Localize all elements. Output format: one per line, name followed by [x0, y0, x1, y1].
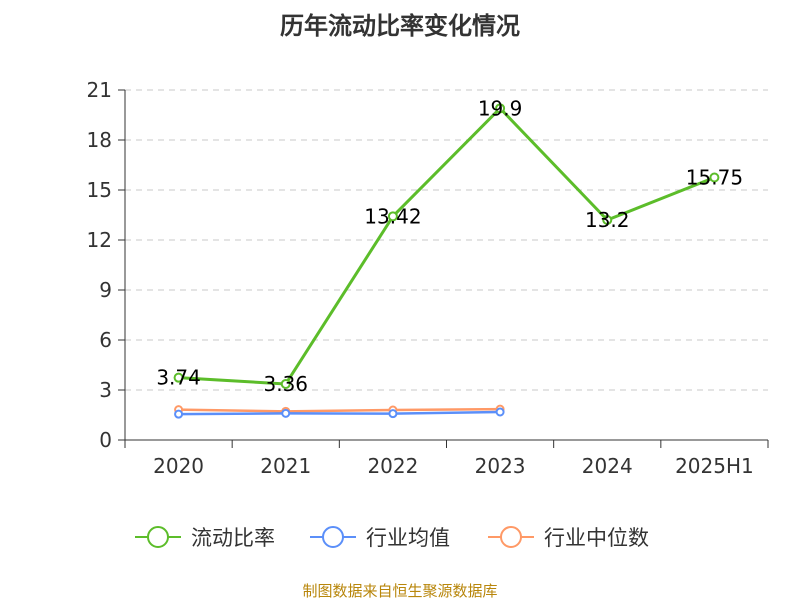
series-1-point	[388, 409, 398, 419]
series-0-point	[709, 172, 720, 183]
data-label: 13.42	[364, 204, 421, 228]
legend-label: 行业中位数	[544, 526, 649, 550]
y-tick-label: 6	[99, 328, 112, 352]
legend-label: 流动比率	[191, 526, 275, 550]
y-tick-label: 12	[87, 228, 112, 252]
y-tick-label: 15	[87, 178, 112, 202]
x-tick-label: 2022	[367, 454, 418, 478]
y-axis: 0 3 6 9 12 15 18 21	[87, 78, 126, 452]
y-tick-label: 18	[87, 128, 112, 152]
legend-item[interactable]: 行业均值	[310, 526, 450, 550]
chart-title: 历年流动比率变化情况	[280, 12, 520, 40]
y-tick-label: 21	[87, 78, 112, 102]
series-1-point	[281, 408, 291, 418]
series-0-line	[178, 106, 715, 386]
x-tick-label: 2021	[260, 454, 311, 478]
series-1-line	[178, 410, 501, 416]
data-label: 19.9	[478, 96, 523, 120]
series-2-line	[178, 407, 501, 413]
x-tick-label: 2023	[475, 454, 526, 478]
source-note: 制图数据来自恒生聚源数据库	[302, 582, 497, 600]
legend-label: 行业均值	[366, 526, 450, 550]
series-0-point	[495, 103, 506, 114]
series-1-point	[495, 407, 505, 417]
series-0-point	[602, 215, 613, 225]
data-label: 3.74	[156, 366, 201, 390]
x-axis: 2020 2021 2022 2023 2024 2025H1	[124, 439, 769, 478]
series-0-point	[280, 379, 291, 389]
x-tick-label: 2024	[582, 454, 633, 478]
legend: 流动比率 行业均值 行业中位数	[135, 526, 649, 550]
data-label: 3.36	[263, 372, 308, 396]
legend-item[interactable]: 流动比率	[135, 526, 275, 550]
y-tick-label: 3	[99, 378, 112, 402]
series-1-point	[174, 409, 184, 419]
y-tick-label: 0	[99, 428, 112, 452]
data-labels: 3.74 3.36 13.42 19.9 13.2 15.75	[156, 96, 743, 396]
series-layer	[173, 103, 720, 419]
legend-marker	[500, 526, 522, 548]
y-tick-label: 9	[99, 278, 112, 302]
legend-marker	[147, 526, 169, 548]
x-tick-label: 2025H1	[675, 454, 754, 478]
legend-marker	[322, 526, 344, 548]
grid-lines	[125, 89, 768, 391]
data-label: 15.75	[686, 166, 743, 190]
series-0-point	[173, 372, 184, 383]
legend-item[interactable]: 行业中位数	[488, 526, 649, 550]
x-tick-label: 2020	[153, 454, 204, 478]
series-0-point	[387, 211, 398, 222]
data-label: 13.2	[585, 208, 630, 232]
